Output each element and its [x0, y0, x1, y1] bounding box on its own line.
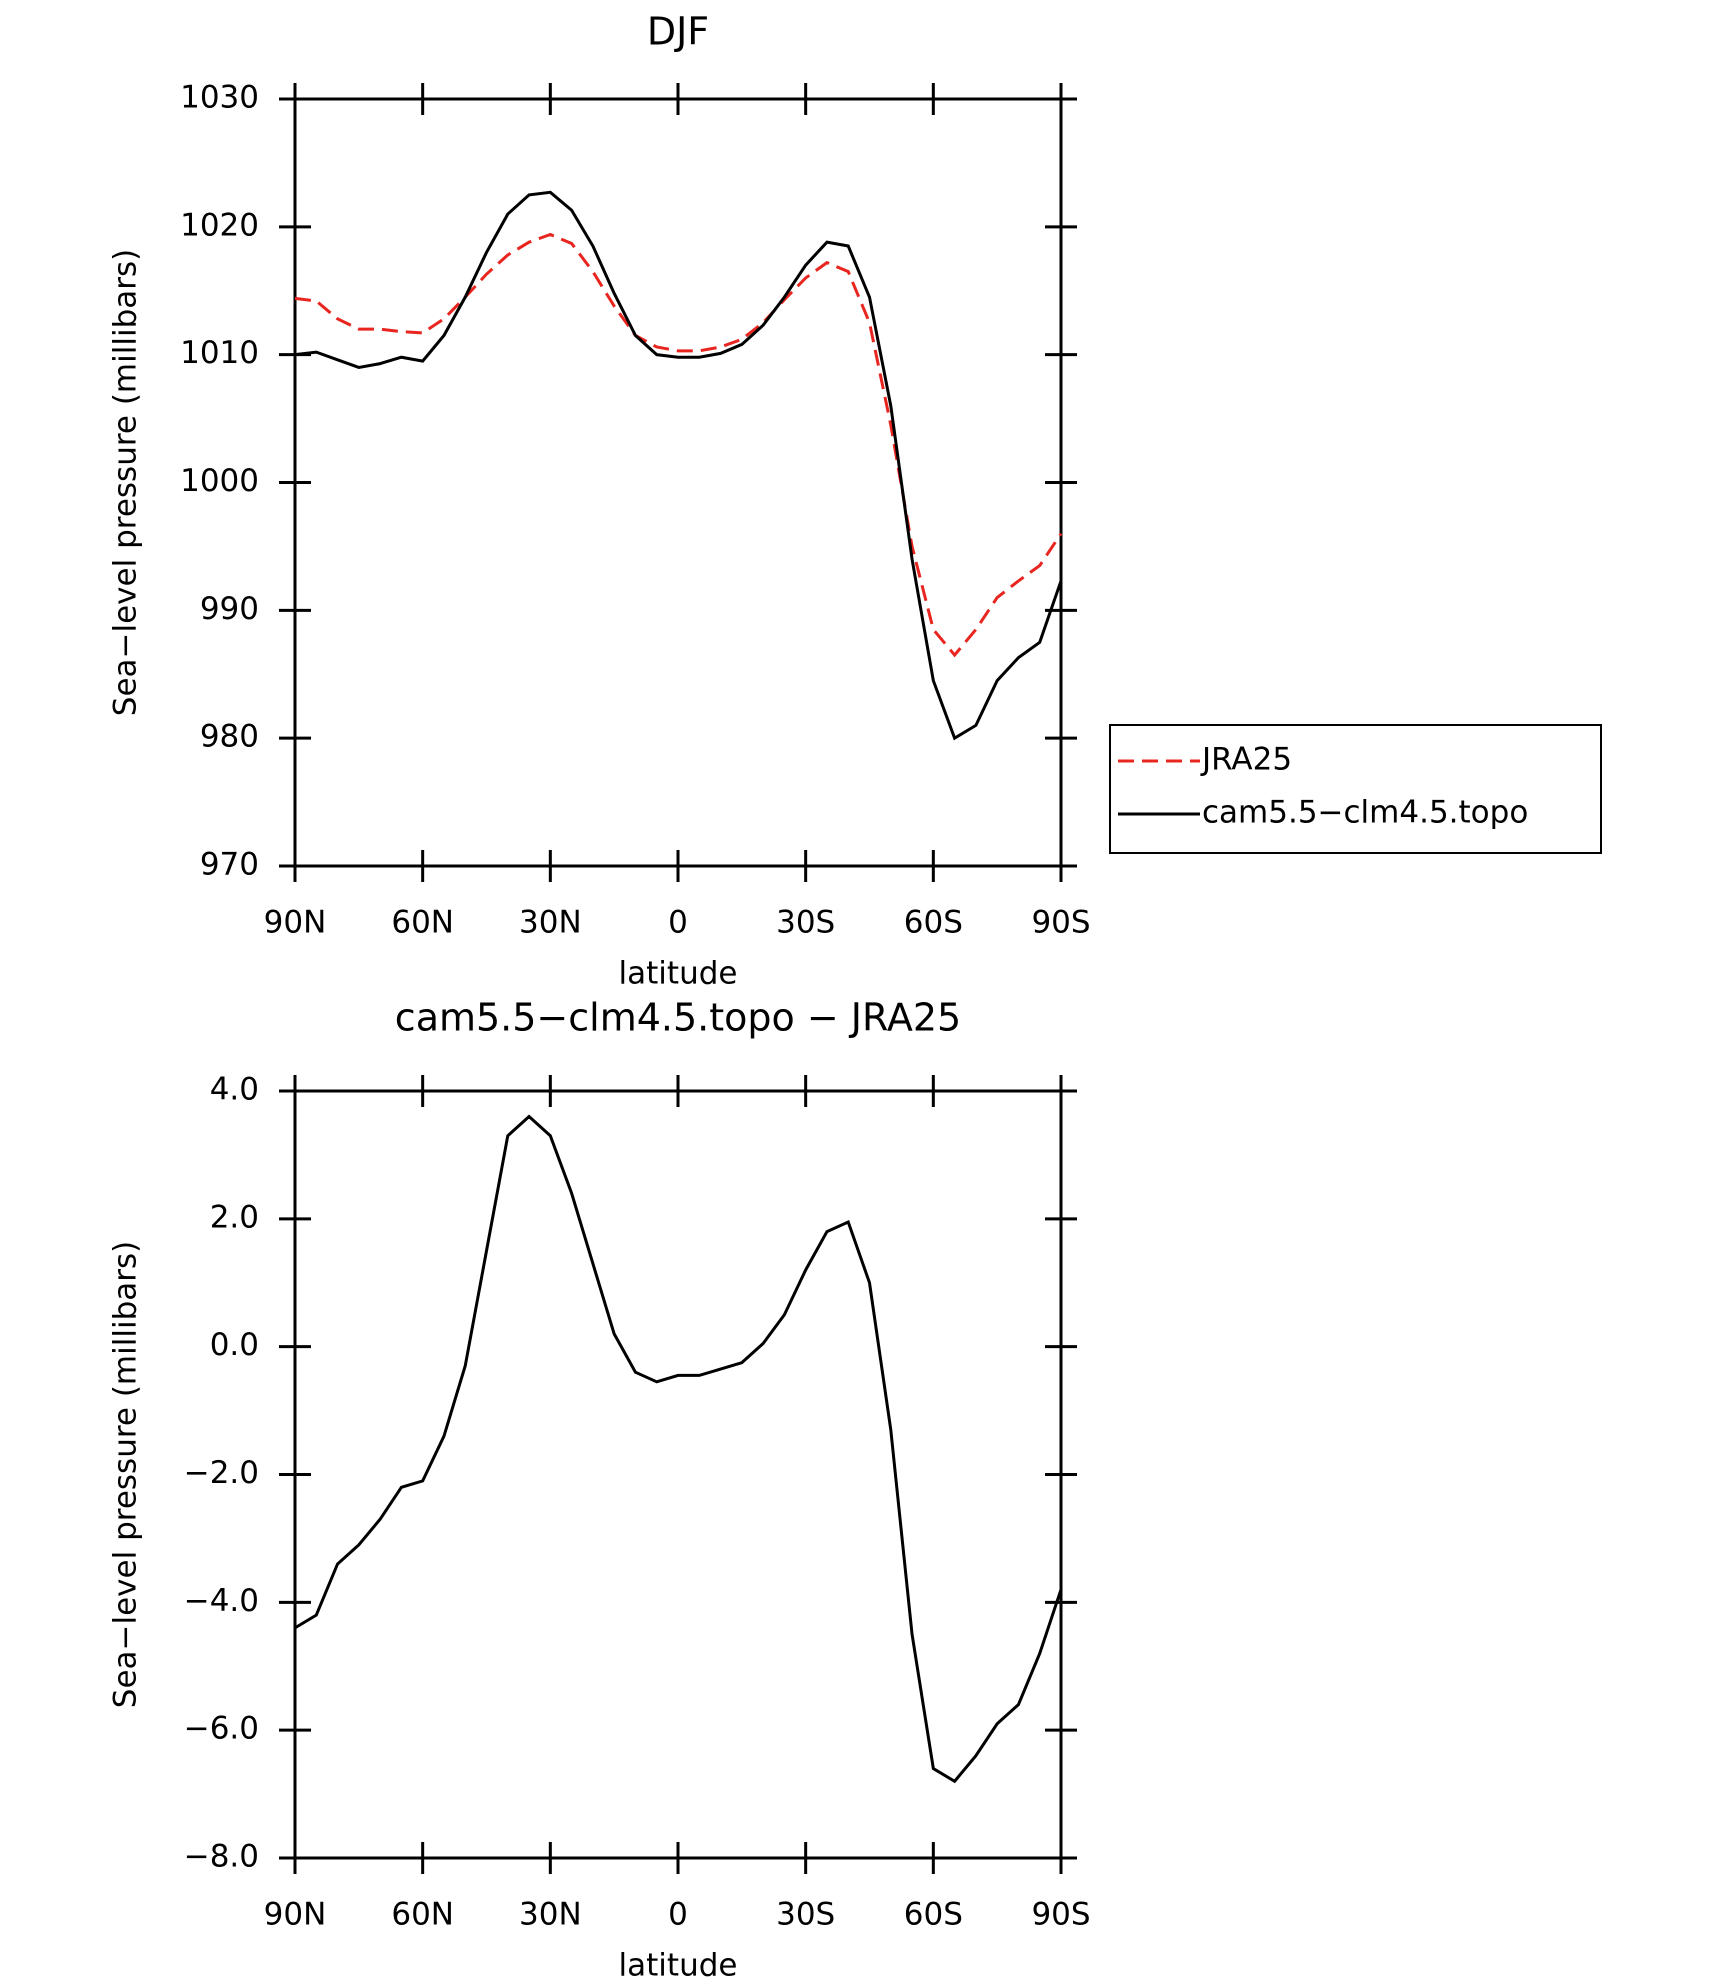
y-tick-label: 970: [200, 847, 259, 883]
legend-label: cam5.5−clm4.5.topo: [1202, 795, 1528, 831]
y-tick-label: −8.0: [184, 1839, 259, 1875]
legend-box: [1109, 724, 1602, 854]
x-tick-label: 0: [668, 1897, 688, 1933]
x-tick-label: 60N: [391, 905, 454, 941]
x-tick-label: 30S: [776, 905, 835, 941]
y-tick-label: 0.0: [210, 1327, 259, 1363]
y-axis-label: Sea−level pressure (millibars): [108, 1241, 144, 1708]
x-tick-label: 60N: [391, 1897, 454, 1933]
y-tick-label: 980: [200, 719, 259, 755]
legend-label: JRA25: [1200, 742, 1292, 778]
x-tick-label: 90S: [1031, 1897, 1090, 1933]
data-line: [294, 190, 1063, 741]
data-line: [294, 232, 1063, 658]
x-tick-label: 30N: [519, 905, 582, 941]
y-tick-label: 4.0: [210, 1072, 259, 1108]
x-tick-label: 90N: [264, 905, 327, 941]
x-tick-label: 90N: [264, 1897, 327, 1933]
y-axis-label: Sea−level pressure (millibars): [108, 249, 144, 716]
x-axis-label: latitude: [619, 1948, 738, 1984]
data-line: [294, 1114, 1063, 1784]
plot-frame: [293, 1089, 1063, 1860]
y-tick-label: 1000: [180, 463, 259, 499]
x-axis-label: latitude: [619, 956, 738, 992]
chart-title: DJF: [647, 10, 709, 54]
x-tick-label: 60S: [904, 905, 963, 941]
x-tick-label: 90S: [1031, 905, 1090, 941]
plot-frame: [293, 97, 1063, 868]
x-tick-label: 30S: [776, 1897, 835, 1933]
x-tick-label: 60S: [904, 1897, 963, 1933]
y-tick-label: −2.0: [184, 1455, 259, 1491]
x-tick-label: 0: [668, 905, 688, 941]
x-tick-label: 30N: [519, 1897, 582, 1933]
y-tick-label: 1030: [180, 80, 259, 116]
y-tick-label: 1010: [180, 335, 259, 371]
y-tick-label: −4.0: [184, 1583, 259, 1619]
y-tick-label: 1020: [180, 207, 259, 243]
chart-title: cam5.5−clm4.5.topo − JRA25: [395, 996, 961, 1040]
y-tick-label: −6.0: [184, 1711, 259, 1747]
y-tick-label: 2.0: [210, 1199, 259, 1235]
y-tick-label: 990: [200, 591, 259, 627]
